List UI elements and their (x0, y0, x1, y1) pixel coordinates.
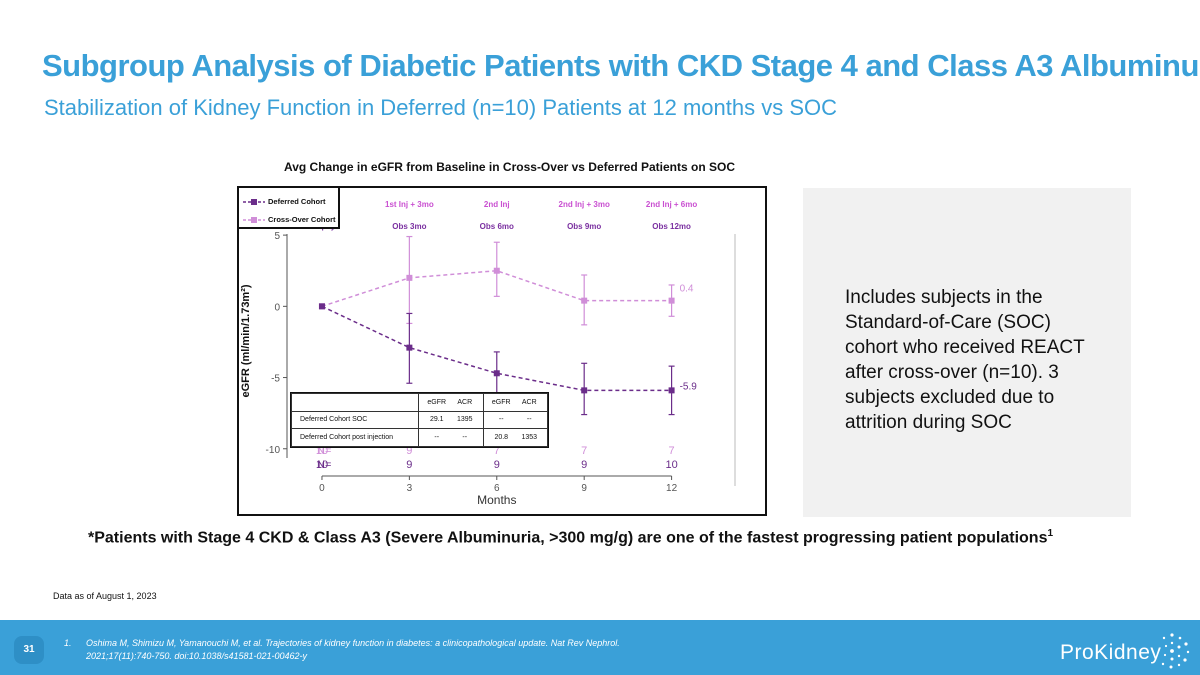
inset-cell: 1395 (456, 416, 473, 424)
inset-cell: -- (462, 434, 468, 442)
inset-cell-group-1: -- -- (418, 428, 484, 447)
legend-label-crossover: Cross-Over Cohort (268, 215, 336, 224)
x-tick-label: 9 (581, 483, 587, 494)
n-value: 9 (406, 459, 412, 471)
n-value: 9 (581, 459, 587, 471)
inset-row-post: Deferred Cohort post injection -- -- 20.8… (291, 428, 548, 447)
data-as-of: Data as of August 1, 2023 (53, 591, 157, 601)
n-value: 10 (316, 459, 328, 471)
event-label-top: 2nd Inj (484, 200, 510, 209)
inset-row-label: Deferred Cohort SOC (291, 410, 419, 430)
page-number: 31 (14, 636, 44, 664)
x-tick-label: 12 (666, 483, 678, 494)
slide-title: Subgroup Analysis of Diabetic Patients w… (42, 48, 1200, 83)
y-tick-label: -10 (266, 445, 281, 456)
inset-header-egfr-2: eGFR (491, 398, 511, 406)
data-point (581, 297, 588, 304)
legend-item-crossover: Cross-Over Cohort (243, 215, 336, 224)
reference-number: 1. (64, 638, 72, 648)
inset-header-egfr-1: eGFR (427, 398, 447, 406)
data-point (493, 267, 500, 274)
inset-cell: -- (498, 416, 504, 424)
n-value: 7 (669, 445, 675, 457)
series-line-crossover (321, 269, 672, 308)
y-tick-label: -5 (271, 374, 280, 385)
footnote-text: *Patients with Stage 4 CKD & Class A3 (S… (88, 529, 1048, 547)
x-tick-label: 3 (407, 483, 413, 494)
n-label: N= (317, 445, 331, 457)
inset-cell-group-2: 20.8 1353 (482, 428, 548, 447)
inset-header-row: eGFR ACR eGFR ACR (291, 393, 548, 412)
chart-title: Avg Change in eGFR from Baseline in Cros… (284, 160, 736, 174)
reference: 1. Oshima M, Shimizu M, Yamanouchi M, et … (64, 637, 704, 663)
event-label-top: 2nd Inj + 3mo (559, 200, 610, 209)
footer-bar (0, 620, 1200, 675)
inset-cell: 29.1 (429, 416, 444, 424)
event-label-bottom: Obs 9mo (567, 222, 601, 231)
legend-crossover-swatch (243, 217, 265, 224)
x-axis-label: Months (477, 493, 516, 507)
inset-row-label: Deferred Cohort post injection (291, 428, 419, 447)
event-label-bottom: Obs 12mo (652, 222, 691, 231)
x-tick-label: 0 (319, 483, 325, 494)
event-label-bottom: Obs 3mo (392, 222, 426, 231)
n-value: 9 (494, 459, 500, 471)
y-tick-label: 0 (274, 302, 280, 313)
data-point (493, 370, 500, 377)
inset-header-blank (291, 393, 419, 412)
footnote: *Patients with Stage 4 CKD & Class A3 (S… (88, 528, 1053, 547)
inset-cell: -- (526, 416, 532, 424)
footnote-sup: 1 (1047, 528, 1054, 539)
data-point (668, 297, 675, 304)
y-axis-label: eGFR (ml/min/1.73m²) (240, 284, 252, 398)
inset-cell-group-2: -- -- (482, 410, 548, 430)
logo-text: ProKidney (1060, 641, 1162, 664)
data-point (581, 387, 588, 394)
inset-cell: -- (434, 434, 440, 442)
note-text: Includes subjects in the Standard-of-Car… (845, 287, 1085, 433)
event-label-top: 2nd Inj + 6mo (646, 200, 697, 209)
reference-line-1: Oshima M, Shimizu M, Yamanouchi M, et al… (86, 638, 620, 648)
data-point (406, 274, 413, 281)
logo-dots-icon (1161, 633, 1190, 669)
inset-header-group-2: eGFR ACR (482, 393, 548, 412)
inset-header-acr-2: ACR (521, 398, 537, 406)
data-point (668, 387, 675, 394)
event-label-top: 1st Inj + 3mo (385, 200, 434, 209)
inset-cell: 20.8 (494, 434, 509, 442)
inset-header-group-1: eGFR ACR (418, 393, 484, 412)
slide-subtitle: Stabilization of Kidney Function in Defe… (44, 95, 838, 120)
inset-header-acr-1: ACR (457, 398, 473, 406)
chart-legend: Deferred Cohort Cross-Over Cohort (237, 186, 340, 229)
inset-row-soc: Deferred Cohort SOC 29.1 1395 -- -- (291, 410, 548, 430)
n-value: 10 (316, 445, 328, 457)
data-point (406, 344, 413, 351)
legend-deferred-swatch (243, 199, 265, 206)
x-tick-label: 6 (494, 483, 500, 494)
n-value: 7 (494, 445, 500, 457)
n-label: N= (317, 459, 331, 471)
reference-line-2: 2021;17(11):740-750. doi:10.1038/s41581-… (86, 651, 308, 661)
legend-item-deferred: Deferred Cohort (243, 197, 326, 206)
n-value: 7 (581, 445, 587, 457)
data-point (318, 303, 325, 310)
series-end-label: 0.4 (680, 284, 694, 295)
event-label-bottom: Obs 6mo (480, 222, 514, 231)
prokidney-logo: ProKidney (1060, 633, 1190, 669)
inset-cell: 1353 (521, 434, 538, 442)
series-end-label: -5.9 (680, 381, 698, 392)
inset-cell-group-1: 29.1 1395 (418, 410, 484, 430)
note-panel (803, 188, 1131, 517)
inset-table: eGFR ACR eGFR ACR Deferred Cohort SOC 29.1… (290, 392, 549, 448)
series-line-deferred (321, 305, 672, 392)
y-tick-label: 5 (274, 231, 280, 242)
n-value: 9 (406, 445, 412, 457)
n-value: 10 (665, 459, 677, 471)
legend-label-deferred: Deferred Cohort (268, 197, 326, 206)
